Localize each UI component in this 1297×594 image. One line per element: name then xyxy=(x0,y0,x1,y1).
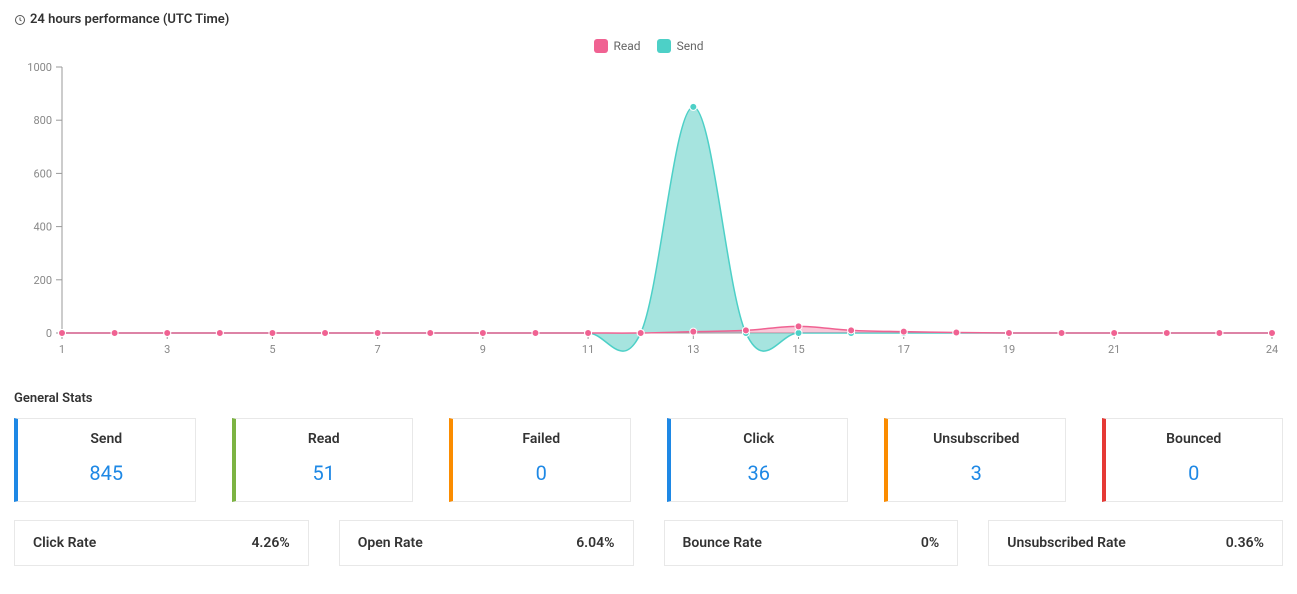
svg-text:19: 19 xyxy=(1003,343,1015,356)
svg-text:13: 13 xyxy=(687,343,699,356)
stat-card-label: Click xyxy=(681,431,838,447)
general-stats-title: General Stats xyxy=(14,391,1283,406)
stat-card-label: Bounced xyxy=(1116,431,1273,447)
svg-text:600: 600 xyxy=(33,167,52,180)
stat-card-value: 51 xyxy=(246,461,403,485)
svg-text:1000: 1000 xyxy=(27,61,52,74)
rate-card-label: Open Rate xyxy=(358,535,423,551)
svg-text:1: 1 xyxy=(59,343,65,356)
svg-text:200: 200 xyxy=(33,274,52,287)
rate-card-value: 4.26% xyxy=(251,535,289,551)
rate-cards-row: Click Rate 4.26% Open Rate 6.04% Bounce Rate… xyxy=(14,520,1283,566)
stat-card-label: Send xyxy=(28,431,185,447)
svg-text:17: 17 xyxy=(898,343,910,356)
stat-card[interactable]: Unsubscribed 3 xyxy=(884,418,1066,502)
legend-item-read[interactable]: Read xyxy=(594,39,641,53)
legend-item-send[interactable]: Send xyxy=(657,39,704,53)
stat-card-value: 0 xyxy=(1116,461,1273,485)
svg-text:5: 5 xyxy=(269,343,275,356)
rate-card-value: 0% xyxy=(921,535,939,551)
rate-card-label: Unsubscribed Rate xyxy=(1007,535,1126,551)
legend-label-read: Read xyxy=(614,39,641,53)
stat-card[interactable]: Click 36 xyxy=(667,418,849,502)
rate-card[interactable]: Click Rate 4.26% xyxy=(14,520,309,566)
legend-label-send: Send xyxy=(677,39,704,53)
chart-svg: 020040060080010001357911131517192124 xyxy=(14,53,1282,363)
stat-card[interactable]: Failed 0 xyxy=(449,418,631,502)
svg-text:800: 800 xyxy=(33,114,52,127)
legend-swatch-read xyxy=(594,39,608,53)
stat-card-value: 3 xyxy=(898,461,1055,485)
svg-text:11: 11 xyxy=(582,343,594,356)
chart-title: 24 hours performance (UTC Time) xyxy=(14,12,1283,27)
rate-card-label: Bounce Rate xyxy=(683,535,762,551)
legend-swatch-send xyxy=(657,39,671,53)
stat-card-value: 845 xyxy=(28,461,185,485)
stat-cards-row: Send 845 Read 51 Failed 0 Click 36 Unsubscribed 3… xyxy=(14,418,1283,502)
svg-text:24: 24 xyxy=(1266,343,1278,356)
stat-card-label: Failed xyxy=(463,431,620,447)
svg-text:15: 15 xyxy=(792,343,804,356)
stat-card-value: 0 xyxy=(463,461,620,485)
stat-card-value: 36 xyxy=(681,461,838,485)
svg-text:400: 400 xyxy=(33,221,52,234)
svg-text:7: 7 xyxy=(375,343,381,356)
stat-card-label: Unsubscribed xyxy=(898,431,1055,447)
rate-card[interactable]: Unsubscribed Rate 0.36% xyxy=(988,520,1283,566)
stat-card-label: Read xyxy=(246,431,403,447)
rate-card-label: Click Rate xyxy=(33,535,96,551)
rate-card-value: 6.04% xyxy=(576,535,614,551)
rate-card[interactable]: Open Rate 6.04% xyxy=(339,520,634,566)
performance-chart: Read Send 020040060080010001357911131517… xyxy=(14,31,1283,367)
svg-text:3: 3 xyxy=(164,343,170,356)
chart-title-text: 24 hours performance (UTC Time) xyxy=(30,12,229,27)
rate-card-value: 0.36% xyxy=(1226,535,1264,551)
rate-card[interactable]: Bounce Rate 0% xyxy=(664,520,959,566)
clock-icon xyxy=(14,14,26,26)
svg-text:21: 21 xyxy=(1108,343,1120,356)
svg-text:9: 9 xyxy=(480,343,486,356)
stat-card[interactable]: Send 845 xyxy=(14,418,196,502)
stat-card[interactable]: Read 51 xyxy=(232,418,414,502)
svg-text:0: 0 xyxy=(46,327,52,340)
stat-card[interactable]: Bounced 0 xyxy=(1102,418,1284,502)
chart-legend: Read Send xyxy=(14,31,1283,53)
